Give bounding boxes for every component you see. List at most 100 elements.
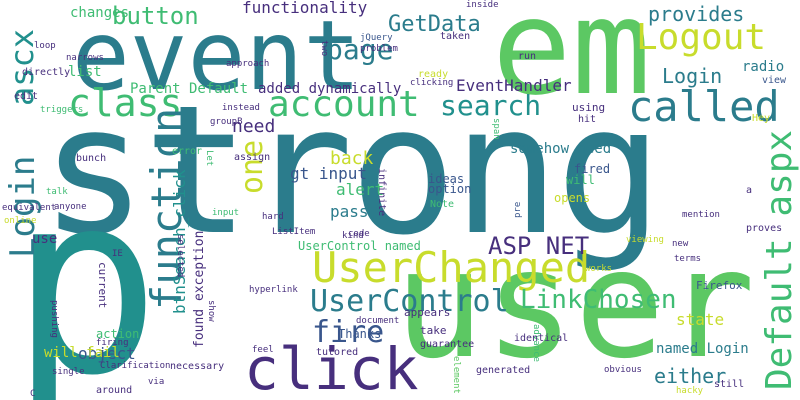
word-alert: alert xyxy=(336,180,385,199)
word-element: generated xyxy=(476,365,531,376)
word-talk: equivalent xyxy=(2,203,57,213)
word-called: called xyxy=(628,82,780,131)
word-assign: talk xyxy=(46,187,68,197)
word-show: via xyxy=(148,377,165,387)
word-somehow-need: somehow need xyxy=(510,141,612,157)
word-changes: changes xyxy=(70,5,130,21)
word-suggestions: firing xyxy=(96,338,129,348)
word-added-dynamically: added dynamically xyxy=(258,81,402,97)
word-firing: feel xyxy=(252,345,274,355)
word-strong: strong xyxy=(40,67,663,274)
word-either: either xyxy=(654,364,727,388)
word-search: search xyxy=(440,89,542,122)
word-eventhandler: EventHandler xyxy=(456,76,572,95)
word-page: page xyxy=(326,33,394,66)
word-linkchosen: LinkChosen xyxy=(520,285,677,315)
word-parent-default: Parent Default xyxy=(130,81,249,97)
word-action: action xyxy=(96,327,140,341)
word-time-vertical: show xyxy=(206,300,216,322)
word-still: Note xyxy=(430,199,455,210)
word-option: option xyxy=(428,182,472,196)
word-guarantee: terms xyxy=(674,254,702,264)
word-provides: provides xyxy=(648,2,745,26)
word-fired: fired xyxy=(574,162,611,176)
word-thanks: Thanks xyxy=(338,327,382,341)
word-loop: loop xyxy=(34,41,56,51)
word-edit: triggers xyxy=(40,105,84,115)
word-bunch: error xyxy=(172,146,203,157)
word-pre: a xyxy=(746,185,753,196)
word-event: event xyxy=(72,0,361,112)
word-hit: hit xyxy=(578,114,597,125)
word-problem: problem xyxy=(360,44,398,54)
word-class: class xyxy=(68,81,183,125)
word-ie-vertical: current xyxy=(96,262,109,309)
word-pushing: necessary xyxy=(170,361,225,372)
word-clarification: tutored xyxy=(316,347,359,358)
word-taken: taken xyxy=(440,31,471,42)
word-c: appears xyxy=(404,306,451,319)
word-groupb: instead xyxy=(222,103,260,113)
word-jquery: jQuery xyxy=(360,33,393,43)
word-take: take xyxy=(420,324,447,337)
word-radio: radio xyxy=(742,59,785,75)
word-advance: obvious xyxy=(604,365,642,375)
word-usercontrol: UserControl xyxy=(310,284,509,319)
word-object: object xyxy=(78,344,136,363)
word-ready: clicking xyxy=(410,78,454,88)
word-single: document xyxy=(356,316,400,326)
word-getdata: GetData xyxy=(388,12,481,37)
word-fire: fire xyxy=(312,315,385,350)
word-will: will xyxy=(566,173,595,187)
word-pass: pass xyxy=(330,202,369,221)
word-hey: Hey xyxy=(752,113,771,124)
word-back: back xyxy=(330,148,374,169)
word-functionality: functionality xyxy=(242,0,368,17)
word-necessary-vertical: element xyxy=(451,356,461,394)
word-input: hard xyxy=(262,212,284,222)
word-try: Clarification xyxy=(100,361,171,371)
word-terms-vertical: Let xyxy=(204,150,214,167)
word-usercontrol-named: UserControl named xyxy=(298,239,421,253)
word-two: narrows xyxy=(66,53,104,63)
word-narrows: directly xyxy=(22,67,71,78)
word-gt-input: gt input xyxy=(290,164,368,183)
word-error: assign xyxy=(234,152,271,163)
word-trying-vertical: pushing xyxy=(49,300,59,338)
word-button: button xyxy=(112,2,199,30)
word-opens: opens xyxy=(554,191,591,205)
word-view: view xyxy=(762,75,787,86)
word-use: use xyxy=(32,231,58,247)
word-login: Login xyxy=(662,64,723,88)
word-obvious-vertical: works xyxy=(585,264,613,274)
word-code: IE xyxy=(112,249,123,259)
word-identical: mention xyxy=(682,210,720,220)
word-inside: inside xyxy=(466,0,499,10)
word-hyperlink: around xyxy=(96,385,133,396)
word-account: account xyxy=(268,84,420,125)
word-asp-net: ASP NET xyxy=(488,232,590,260)
word-feel: identical xyxy=(514,333,569,344)
word-approach: groupB xyxy=(210,117,243,127)
word-online: input xyxy=(212,208,240,218)
word-user: user xyxy=(394,218,756,392)
word-hard: ListItem xyxy=(272,227,316,237)
word-named-login: named Login xyxy=(656,341,749,357)
word-firefox: Firefox xyxy=(696,279,743,292)
word-triggers: approach xyxy=(226,59,270,69)
word-state: state xyxy=(676,310,725,329)
word-way: hyperlink xyxy=(249,285,298,295)
word-selected: C xyxy=(30,389,36,399)
word-em: em xyxy=(492,0,651,125)
word-one-vertical: one xyxy=(235,139,270,194)
word-generated: new xyxy=(672,239,689,249)
word-kind: viewing xyxy=(626,235,664,245)
word-using: using xyxy=(572,101,606,114)
word-default-aspx-vertical: Default aspx xyxy=(759,129,800,390)
word-logout: Logout xyxy=(636,17,767,58)
word-listitem: code xyxy=(348,229,370,239)
word-hacky-vertical: pre xyxy=(513,201,523,218)
word-around: kind xyxy=(342,231,364,241)
word-ideas: ideas xyxy=(428,172,465,186)
